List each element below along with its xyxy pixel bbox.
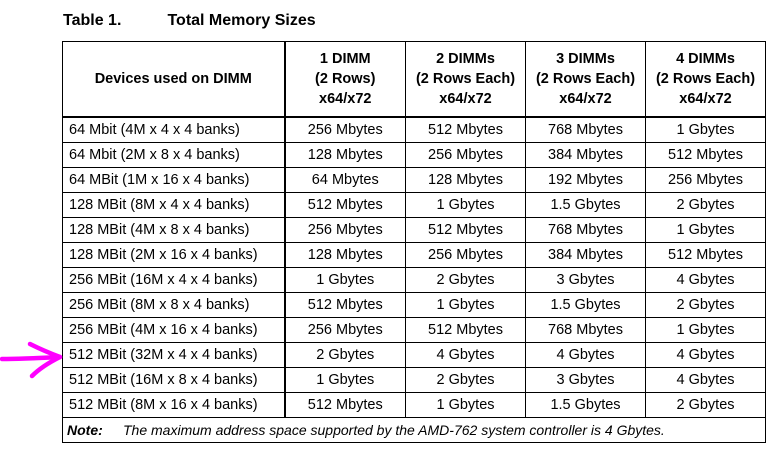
device-cell: 64 Mbit (2M x 8 x 4 banks) [62, 142, 286, 168]
device-cell: 128 MBit (2M x 16 x 4 banks) [62, 242, 286, 268]
size-cell: 1 Gbytes [405, 192, 526, 218]
size-cell: 2 Gbytes [645, 292, 766, 318]
size-cell: 512 Mbytes [405, 317, 526, 343]
table-note: Note: The maximum address space supported… [62, 417, 766, 443]
note-text: The maximum address space supported by t… [123, 422, 665, 438]
size-cell: 512 Mbytes [405, 116, 526, 143]
device-cell: 512 MBit (8M x 16 x 4 banks) [62, 392, 286, 418]
size-cell: 2 Gbytes [405, 267, 526, 293]
table-row: 512 MBit (32M x 4 x 4 banks) 2 Gbytes 4 … [62, 342, 766, 368]
size-cell: 192 Mbytes [525, 167, 646, 193]
size-cell: 128 Mbytes [284, 142, 406, 168]
device-cell: 256 MBit (16M x 4 x 4 banks) [62, 267, 286, 293]
size-cell: 2 Gbytes [284, 342, 406, 368]
size-cell: 1 Gbytes [645, 217, 766, 243]
size-cell: 2 Gbytes [405, 367, 526, 393]
size-cell: 1 Gbytes [645, 317, 766, 343]
device-cell: 64 MBit (1M x 16 x 4 banks) [62, 167, 286, 193]
device-cell: 512 MBit (32M x 4 x 4 banks) [62, 342, 286, 368]
table-row: 128 MBit (2M x 16 x 4 banks) 128 Mbytes … [62, 242, 766, 268]
size-cell: 384 Mbytes [525, 242, 646, 268]
size-cell: 1 Gbytes [405, 392, 526, 418]
size-cell: 768 Mbytes [525, 317, 646, 343]
size-cell: 3 Gbytes [525, 267, 646, 293]
size-cell: 512 Mbytes [284, 292, 406, 318]
size-cell: 64 Mbytes [284, 167, 406, 193]
size-cell: 1.5 Gbytes [525, 192, 646, 218]
size-cell: 512 Mbytes [645, 142, 766, 168]
table-row: 512 MBit (8M x 16 x 4 banks) 512 Mbytes … [62, 392, 766, 418]
size-cell: 4 Gbytes [525, 342, 646, 368]
size-cell: 256 Mbytes [405, 142, 526, 168]
size-cell: 256 Mbytes [405, 242, 526, 268]
device-cell: 256 MBit (8M x 8 x 4 banks) [62, 292, 286, 318]
device-cell: 128 MBit (8M x 4 x 4 banks) [62, 192, 286, 218]
header-row: Devices used on DIMM 1 DIMM (2 Rows) x64… [62, 41, 766, 118]
device-cell: 512 MBit (16M x 8 x 4 banks) [62, 367, 286, 393]
size-cell: 4 Gbytes [405, 342, 526, 368]
size-cell: 256 Mbytes [284, 317, 406, 343]
table-row: 256 MBit (4M x 16 x 4 banks) 256 Mbytes … [62, 317, 766, 343]
size-cell: 256 Mbytes [284, 116, 406, 143]
table-row: 512 MBit (16M x 8 x 4 banks) 1 Gbytes 2 … [62, 367, 766, 393]
table-caption: Table 1. Total Memory Sizes [63, 12, 316, 30]
memory-sizes-table: Devices used on DIMM 1 DIMM (2 Rows) x64… [62, 41, 766, 443]
size-cell: 1 Gbytes [284, 367, 406, 393]
table-row: 128 MBit (8M x 4 x 4 banks) 512 Mbytes 1… [62, 192, 766, 218]
table-row: 128 MBit (4M x 8 x 4 banks) 256 Mbytes 5… [62, 217, 766, 243]
size-cell: 4 Gbytes [645, 342, 766, 368]
device-cell: 64 Mbit (4M x 4 x 4 banks) [62, 116, 286, 143]
size-cell: 256 Mbytes [284, 217, 406, 243]
size-cell: 384 Mbytes [525, 142, 646, 168]
table-row: 256 MBit (16M x 4 x 4 banks) 1 Gbytes 2 … [62, 267, 766, 293]
size-cell: 512 Mbytes [405, 217, 526, 243]
size-cell: 2 Gbytes [645, 192, 766, 218]
size-cell: 2 Gbytes [645, 392, 766, 418]
size-cell: 256 Mbytes [645, 167, 766, 193]
header-2-dimms: 2 DIMMs (2 Rows Each) x64/x72 [405, 41, 526, 118]
size-cell: 1 Gbytes [645, 116, 766, 143]
table-row: 64 Mbit (2M x 8 x 4 banks) 128 Mbytes 25… [62, 142, 766, 168]
device-cell: 256 MBit (4M x 16 x 4 banks) [62, 317, 286, 343]
header-devices: Devices used on DIMM [62, 41, 286, 118]
size-cell: 3 Gbytes [525, 367, 646, 393]
highlight-arrow-icon [0, 341, 63, 379]
size-cell: 1 Gbytes [284, 267, 406, 293]
header-1-dimm: 1 DIMM (2 Rows) x64/x72 [284, 41, 406, 118]
size-cell: 512 Mbytes [645, 242, 766, 268]
header-3-dimms: 3 DIMMs (2 Rows Each) x64/x72 [525, 41, 646, 118]
table-title: Total Memory Sizes [167, 12, 316, 29]
size-cell: 512 Mbytes [284, 392, 406, 418]
size-cell: 768 Mbytes [525, 217, 646, 243]
size-cell: 512 Mbytes [284, 192, 406, 218]
size-cell: 4 Gbytes [645, 367, 766, 393]
size-cell: 128 Mbytes [405, 167, 526, 193]
note-label: Note: [67, 422, 103, 438]
note-row: Note: The maximum address space supported… [62, 417, 766, 443]
device-cell: 128 MBit (4M x 8 x 4 banks) [62, 217, 286, 243]
size-cell: 1.5 Gbytes [525, 292, 646, 318]
table-number: Table 1. [63, 12, 122, 29]
size-cell: 768 Mbytes [525, 116, 646, 143]
size-cell: 4 Gbytes [645, 267, 766, 293]
table-row: 64 MBit (1M x 16 x 4 banks) 64 Mbytes 12… [62, 167, 766, 193]
header-4-dimms: 4 DIMMs (2 Rows Each) x64/x72 [645, 41, 766, 118]
table-row: 64 Mbit (4M x 4 x 4 banks) 256 Mbytes 51… [62, 116, 766, 143]
size-cell: 128 Mbytes [284, 242, 406, 268]
table-row: 256 MBit (8M x 8 x 4 banks) 512 Mbytes 1… [62, 292, 766, 318]
size-cell: 1.5 Gbytes [525, 392, 646, 418]
size-cell: 1 Gbytes [405, 292, 526, 318]
